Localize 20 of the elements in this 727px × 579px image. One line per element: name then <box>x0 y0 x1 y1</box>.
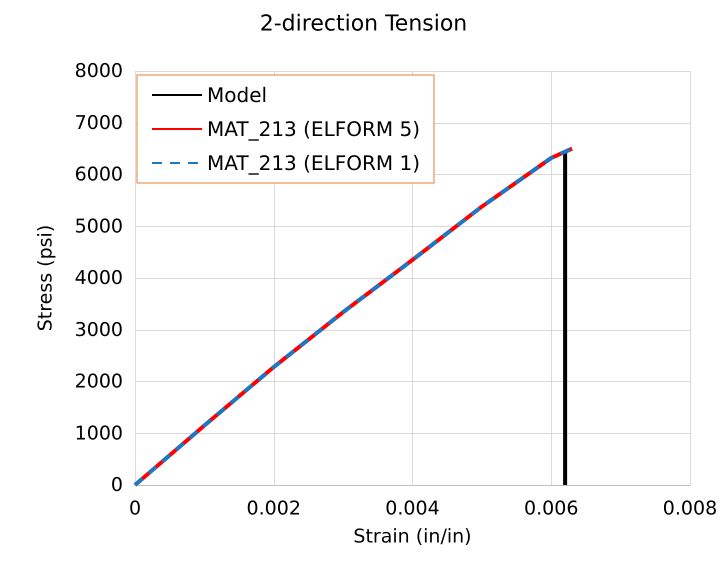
x-axis-title: Strain (in/in) <box>353 526 472 548</box>
y-tick-label: 3000 <box>74 318 123 341</box>
y-tick-label: 4000 <box>74 267 123 289</box>
y-tick-label: 8000 <box>74 60 123 82</box>
x-tick-label: 0.002 <box>246 498 301 520</box>
y-tick-label: 1000 <box>74 422 123 444</box>
legend-label: Model <box>207 83 268 107</box>
y-axis-title: Stress (psi) <box>34 224 56 332</box>
x-tick-label: 0 <box>128 498 142 520</box>
x-tick-label: 0.006 <box>524 498 578 520</box>
y-tick-label: 7000 <box>74 112 123 134</box>
y-tick-label: 5000 <box>74 215 123 238</box>
x-tick-label: 0.004 <box>385 498 440 520</box>
legend-label: MAT_213 (ELFORM 1) <box>207 151 420 175</box>
legend-label: MAT_213 (ELFORM 5) <box>207 117 420 141</box>
chart-title: 2-direction Tension <box>260 12 468 36</box>
x-tick-label: 0.008 <box>662 498 718 520</box>
y-tick-label: 2000 <box>74 370 123 392</box>
y-tick-label: 0 <box>110 474 123 496</box>
y-tick-label: 6000 <box>74 164 123 186</box>
